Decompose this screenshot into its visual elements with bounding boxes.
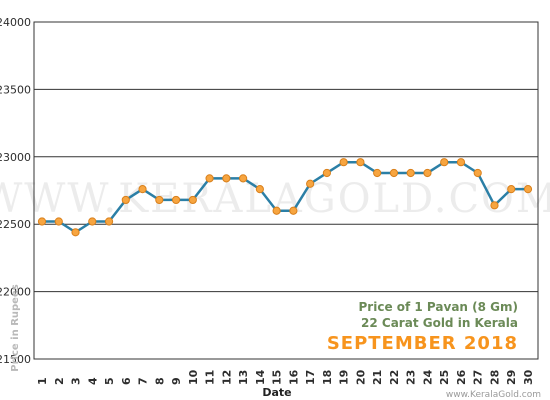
- data-point-19: [339, 158, 348, 167]
- info-line-month: SEPTEMBER 2018: [327, 333, 518, 354]
- x-tick-label-1: 1: [36, 377, 49, 385]
- data-point-17: [306, 179, 315, 188]
- x-tick-label-17: 17: [304, 370, 317, 385]
- x-tick-label-4: 4: [86, 377, 99, 385]
- data-point-5: [104, 217, 114, 226]
- data-point-15: [272, 206, 281, 215]
- series-markers: [37, 158, 533, 237]
- y-tick-label-22500: 22500: [0, 218, 31, 231]
- info-line-carat: 22 Carat Gold in Kerala: [361, 316, 518, 330]
- watermark: WWW.KERALAGOLD.COM: [0, 176, 550, 222]
- info-line-pavan: Price of 1 Pavan (8 Gm): [359, 300, 519, 314]
- x-tick-label-7: 7: [137, 377, 150, 385]
- x-tick-label-23: 23: [405, 370, 418, 385]
- data-point-2: [54, 217, 63, 226]
- data-point-20: [356, 158, 365, 167]
- x-tick-label-18: 18: [321, 370, 334, 385]
- x-tick-label-13: 13: [237, 370, 250, 385]
- data-point-1: [37, 217, 47, 226]
- y-tick-label-23500: 23500: [0, 83, 31, 96]
- y-tick-label-24000: 24000: [0, 16, 31, 29]
- plot-frame: [33, 21, 539, 360]
- x-axis-ticks: 1 2 3 4 5 6 7 8 9 10 11 12 13 14 15 16 17 18 19 20 21 22 23 24 2…: [36, 369, 535, 385]
- data-point-6: [121, 195, 130, 205]
- x-tick-label-6: 6: [120, 377, 133, 385]
- x-tick-label-24: 24: [421, 369, 434, 385]
- data-point-23: [406, 168, 415, 178]
- x-tick-label-9: 9: [170, 377, 183, 385]
- data-point-18: [322, 168, 331, 178]
- data-point-22: [389, 168, 399, 178]
- data-point-14: [255, 185, 264, 194]
- data-point-21: [373, 168, 382, 178]
- x-tick-label-27: 27: [472, 370, 485, 385]
- data-point-24: [423, 168, 432, 178]
- y-tick-label-22000: 22000: [0, 286, 31, 299]
- x-tick-label-16: 16: [287, 369, 300, 385]
- x-tick-label-15: 15: [271, 370, 284, 385]
- data-point-4: [88, 217, 97, 226]
- y-axis-label: Price in Rupees: [10, 284, 21, 371]
- data-point-28: [490, 201, 499, 210]
- x-tick-label-26: 26: [455, 369, 468, 385]
- x-tick-label-19: 19: [338, 370, 351, 385]
- data-point-30: [523, 185, 533, 194]
- x-tick-label-11: 11: [204, 370, 217, 385]
- data-point-3: [71, 228, 80, 237]
- x-tick-label-20: 20: [354, 369, 367, 385]
- data-point-29: [507, 185, 516, 194]
- x-tick-label-12: 12: [220, 370, 233, 385]
- x-tick-label-25: 25: [438, 370, 451, 385]
- data-point-27: [473, 168, 482, 178]
- data-point-16: [289, 206, 298, 215]
- x-tick-label-2: 2: [53, 377, 66, 385]
- x-tick-label-22: 22: [388, 370, 401, 385]
- x-tick-label-28: 28: [488, 370, 501, 385]
- x-tick-label-5: 5: [103, 377, 116, 385]
- y-axis-ticks: 21500 22000 22500 23000 23500 24000: [0, 16, 31, 366]
- data-point-8: [155, 195, 164, 205]
- data-point-12: [222, 174, 231, 183]
- data-point-9: [171, 195, 181, 205]
- x-tick-label-3: 3: [70, 377, 83, 385]
- data-point-26: [456, 158, 466, 167]
- x-tick-label-8: 8: [153, 377, 166, 385]
- x-tick-label-14: 14: [254, 369, 267, 385]
- x-tick-label-29: 29: [505, 370, 518, 385]
- footer-url: www.KeralaGold.com: [446, 390, 541, 400]
- data-point-7: [138, 185, 147, 194]
- x-axis-label: Date: [262, 386, 291, 399]
- x-tick-label-10: 10: [187, 369, 200, 385]
- x-tick-label-30: 30: [522, 369, 535, 385]
- data-point-13: [239, 174, 248, 183]
- x-tick-label-21: 21: [371, 370, 384, 385]
- y-tick-label-23000: 23000: [0, 151, 31, 164]
- data-point-25: [440, 158, 449, 167]
- y-tick-label-21500: 21500: [0, 353, 31, 366]
- data-point-10: [188, 195, 197, 205]
- data-point-11: [205, 174, 214, 183]
